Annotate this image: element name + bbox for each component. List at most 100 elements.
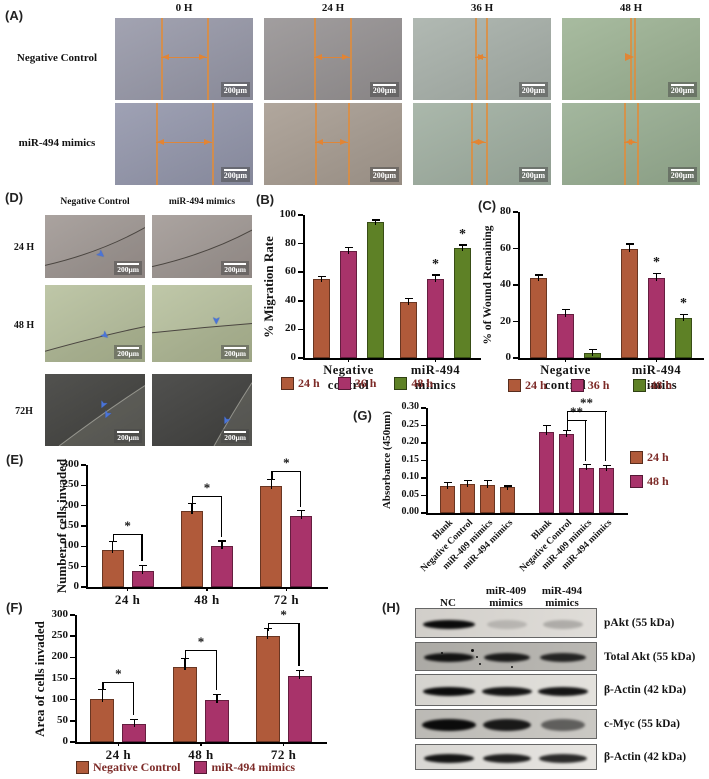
bar-mir-409-mimics bbox=[579, 467, 594, 513]
significance-star: * bbox=[203, 479, 211, 495]
legend-label: 48 h bbox=[647, 474, 669, 488]
error-bar-cap bbox=[431, 274, 440, 276]
scale-bar: 200μm bbox=[220, 167, 250, 182]
legend: Negative Control miR-494 mimics bbox=[76, 760, 295, 775]
significance-bracket bbox=[112, 534, 143, 536]
significance-bracket bbox=[267, 623, 300, 625]
blue-arrow-icon: ➤ bbox=[211, 316, 222, 325]
bar-negative-control bbox=[90, 698, 115, 742]
scale-bar: 200μm bbox=[369, 167, 399, 182]
blot-speckle bbox=[470, 649, 474, 653]
bar-48-h bbox=[454, 247, 471, 358]
panel-d-col-header-nc: Negative Control bbox=[60, 197, 130, 207]
error-bar bbox=[299, 670, 301, 679]
error-bar-cap bbox=[130, 718, 139, 720]
error-bar bbox=[216, 694, 218, 703]
orange-arrow-icon bbox=[478, 53, 486, 60]
panel-e-label: (E) bbox=[6, 452, 24, 467]
bar-mir-409-mimics bbox=[480, 485, 495, 513]
y-tick-label: 250 bbox=[51, 629, 69, 642]
error-bar bbox=[191, 503, 193, 514]
significance-star: * bbox=[680, 296, 687, 312]
bar-36-h bbox=[427, 279, 444, 358]
bar-mir-494-mimics bbox=[500, 487, 515, 513]
error-bar-cap bbox=[483, 479, 492, 482]
orange-arrow-icon bbox=[340, 138, 348, 145]
error-bar bbox=[101, 689, 103, 702]
micrograph-wound-r1-c3: 200μm bbox=[562, 103, 700, 185]
error-bar bbox=[320, 276, 323, 283]
y-tick-label: 0.30 bbox=[401, 401, 420, 412]
legend-label: 48 h bbox=[650, 378, 673, 392]
significance-star: * bbox=[432, 257, 439, 273]
protein-band bbox=[540, 653, 587, 662]
micrograph-wound-r1-c0: 200μm bbox=[115, 103, 253, 185]
significance-bracket bbox=[192, 495, 222, 497]
wound-gap-line bbox=[156, 141, 212, 144]
error-bar-cap bbox=[344, 246, 353, 248]
error-bar-cap bbox=[371, 219, 380, 221]
bar-24-h bbox=[530, 277, 547, 358]
legend-label: Negative Control bbox=[93, 760, 181, 774]
significance-star: * bbox=[124, 518, 131, 534]
error-bar bbox=[537, 274, 540, 281]
panel-d-row-label-72h: 72H bbox=[15, 406, 33, 417]
micrograph-wound-r0-c3: 200μm bbox=[562, 18, 700, 100]
legend-swatch bbox=[508, 379, 521, 392]
chart-cells-invaded-number: (E) Number of cells invaded 0 50 100 150 200… bbox=[6, 450, 331, 610]
panel-a-label: (A) bbox=[5, 8, 24, 23]
legend-label: 24 h bbox=[647, 450, 669, 464]
legend-swatch bbox=[630, 475, 643, 488]
error-bar bbox=[461, 245, 464, 251]
legend-item: 36 h bbox=[570, 378, 609, 393]
wound-edge-line bbox=[207, 18, 210, 100]
blot-row-label: β-Actin (42 kDa) bbox=[604, 751, 687, 763]
y-axis bbox=[303, 215, 305, 360]
y-tick-label: 150 bbox=[62, 519, 80, 531]
bar-24-h bbox=[621, 248, 638, 358]
y-tick-label: 0.20 bbox=[401, 436, 420, 447]
error-bar bbox=[605, 465, 608, 472]
blot-speckle bbox=[478, 662, 482, 666]
wound-edge-line bbox=[486, 18, 489, 100]
y-tick-label: 100 bbox=[51, 692, 69, 705]
orange-arrow-icon bbox=[161, 53, 169, 60]
blot-strip-2 bbox=[415, 674, 597, 706]
x-axis bbox=[303, 358, 481, 360]
y-tick-label: 0.00 bbox=[401, 506, 420, 517]
panel-g-label: (G) bbox=[353, 408, 372, 423]
micrograph-invasion-r0-c1: 200μm bbox=[152, 215, 252, 278]
y-tick-label: 0 bbox=[290, 351, 297, 363]
bar-mir-494-mimics bbox=[599, 468, 614, 513]
y-tick-label: 100 bbox=[279, 208, 297, 220]
bar-negative-control bbox=[255, 636, 280, 742]
legend-item: 48 h bbox=[630, 474, 669, 489]
blot-header-mir494: miR-494 mimics bbox=[541, 585, 583, 610]
error-bar bbox=[591, 349, 594, 356]
error-bar bbox=[506, 486, 509, 491]
error-bar bbox=[565, 430, 568, 437]
y-tick-label: 200 bbox=[51, 650, 69, 663]
significance-bracket bbox=[566, 411, 607, 413]
blot-header-mir409: miR-409 mimics bbox=[485, 585, 527, 610]
orange-arrow-icon bbox=[316, 138, 324, 145]
error-bar bbox=[545, 425, 548, 435]
y-tick-label: 20 bbox=[285, 322, 296, 335]
error-bar bbox=[184, 658, 186, 670]
bar-negative-control bbox=[173, 666, 197, 742]
panel-d-row-label-24h: 24 H bbox=[13, 242, 35, 253]
bar-blank bbox=[539, 431, 554, 513]
blot-header-nc: NC bbox=[440, 597, 456, 610]
error-bar bbox=[655, 273, 658, 281]
legend-swatch bbox=[630, 451, 643, 464]
legend-label: 24 h bbox=[298, 376, 320, 390]
micrograph-wound-r1-c1: 200μm bbox=[264, 103, 402, 185]
wound-gap-line bbox=[313, 56, 350, 59]
protein-band bbox=[543, 619, 584, 629]
panel-c-label: (C) bbox=[478, 198, 497, 213]
y-tick-label: 300 bbox=[51, 608, 69, 620]
error-bar-cap bbox=[138, 564, 147, 567]
legend-item: Negative Control bbox=[76, 760, 180, 775]
protein-band bbox=[538, 686, 589, 696]
significance-bracket bbox=[271, 471, 302, 473]
